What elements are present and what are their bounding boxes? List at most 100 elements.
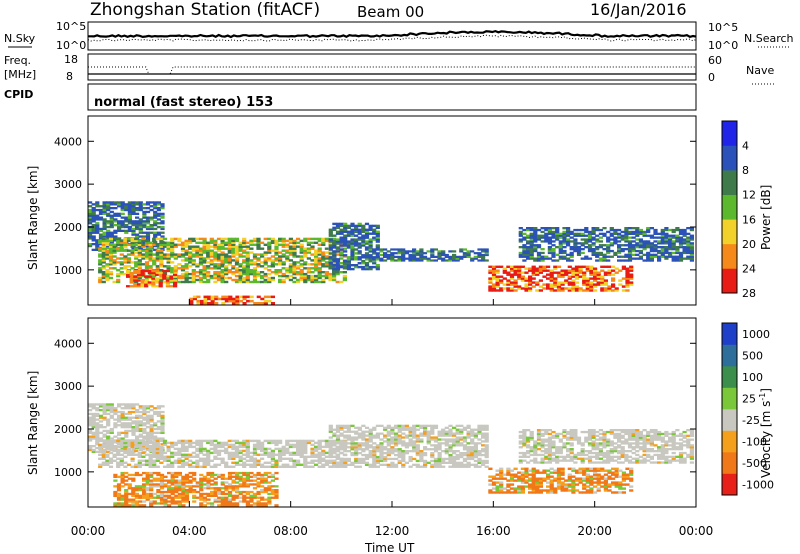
echo-cell xyxy=(466,253,471,257)
echo-cell xyxy=(145,433,151,436)
echo-cell xyxy=(558,246,563,249)
echo-cell xyxy=(361,424,366,427)
echo-cell xyxy=(611,269,616,272)
echo-cell xyxy=(627,251,633,255)
echo-cell xyxy=(123,447,128,451)
echo-cell xyxy=(585,269,590,272)
echo-cell xyxy=(613,232,618,235)
echo-cell xyxy=(142,212,147,215)
echo-cell xyxy=(202,500,207,503)
echo-cell xyxy=(415,253,420,257)
echo-cell xyxy=(145,487,150,490)
echo-cell xyxy=(509,267,515,270)
echo-cell xyxy=(159,249,164,252)
echo-cell xyxy=(441,430,446,433)
echo-cell xyxy=(256,496,261,499)
echo-cell xyxy=(587,257,593,260)
echo-cell xyxy=(140,285,145,288)
echo-cell xyxy=(571,285,576,288)
echo-cell xyxy=(124,426,129,429)
echo-cell xyxy=(263,487,268,490)
echo-cell xyxy=(524,289,529,292)
echo-cell xyxy=(346,246,351,249)
echo-cell xyxy=(614,271,619,274)
echo-cell xyxy=(495,283,500,286)
echo-cell xyxy=(98,249,103,252)
echo-cell xyxy=(224,441,229,445)
echo-cell xyxy=(364,222,370,226)
echo-cell xyxy=(642,253,647,256)
echo-cell xyxy=(144,453,150,456)
echo-cell xyxy=(481,463,486,466)
echo-cell xyxy=(162,269,167,273)
echo-cell xyxy=(324,445,329,449)
echo-cell xyxy=(357,434,362,437)
echo-cell xyxy=(412,257,417,260)
echo-cell xyxy=(682,242,687,245)
echo-cell xyxy=(145,498,150,501)
echo-cell xyxy=(270,255,275,258)
echo-cell xyxy=(397,434,402,437)
echo-cell xyxy=(195,263,200,266)
echo-cell xyxy=(466,255,471,258)
echo-cell xyxy=(170,500,175,503)
echo-cell xyxy=(245,463,250,466)
echo-cell xyxy=(242,498,247,501)
echo-cell xyxy=(267,461,272,464)
echo-cell xyxy=(160,429,165,433)
echo-cell xyxy=(109,210,114,214)
echo-cell xyxy=(238,255,243,258)
echo-cell xyxy=(124,424,129,427)
echo-cell xyxy=(256,245,261,248)
echo-cell xyxy=(551,234,556,237)
echo-cell xyxy=(235,490,240,494)
echo-cell xyxy=(206,439,211,443)
echo-cell xyxy=(149,231,154,234)
echo-cell xyxy=(274,263,279,266)
echo-cell xyxy=(484,428,489,431)
echo-cell xyxy=(288,274,293,278)
echo-cell xyxy=(235,475,240,478)
echo-cell xyxy=(142,479,147,482)
echo-cell xyxy=(620,230,625,234)
echo-cell xyxy=(342,276,347,280)
echo-cell xyxy=(206,453,211,456)
echo-cell xyxy=(149,208,154,212)
echo-cell xyxy=(220,477,225,480)
echo-cell xyxy=(184,276,189,280)
echo-cell xyxy=(170,239,175,243)
echo-cell xyxy=(137,443,142,447)
echo-cell xyxy=(123,445,128,449)
echo-cell xyxy=(303,439,308,443)
echo-cell xyxy=(102,418,107,421)
echo-cell xyxy=(91,403,96,406)
echo-cell xyxy=(285,249,290,252)
echo-cell xyxy=(547,248,552,251)
echo-cell xyxy=(598,259,603,262)
echo-cell xyxy=(231,443,236,447)
echo-cell xyxy=(455,424,460,427)
echo-cell xyxy=(106,231,111,234)
echo-cell xyxy=(242,239,247,243)
echo-cell xyxy=(252,504,258,507)
echo-cell xyxy=(350,264,355,267)
echo-cell xyxy=(173,461,178,464)
echo-cell xyxy=(314,441,319,445)
echo-cell xyxy=(437,255,442,258)
echo-cell xyxy=(101,259,106,262)
echo-cell xyxy=(95,439,100,442)
echo-cell xyxy=(119,239,124,243)
echo-cell xyxy=(120,207,125,210)
echo-cell xyxy=(127,418,132,421)
echo-cell xyxy=(167,504,172,507)
echo-cell xyxy=(98,439,103,443)
echo-cell xyxy=(142,504,147,507)
echo-cell xyxy=(228,295,233,299)
echo-cell xyxy=(135,443,140,446)
echo-cell xyxy=(433,465,439,468)
echo-cell xyxy=(671,240,676,243)
echo-cell xyxy=(124,208,129,212)
echo-cell xyxy=(609,242,614,245)
echo-cell xyxy=(314,269,319,272)
echo-cell xyxy=(105,274,110,278)
